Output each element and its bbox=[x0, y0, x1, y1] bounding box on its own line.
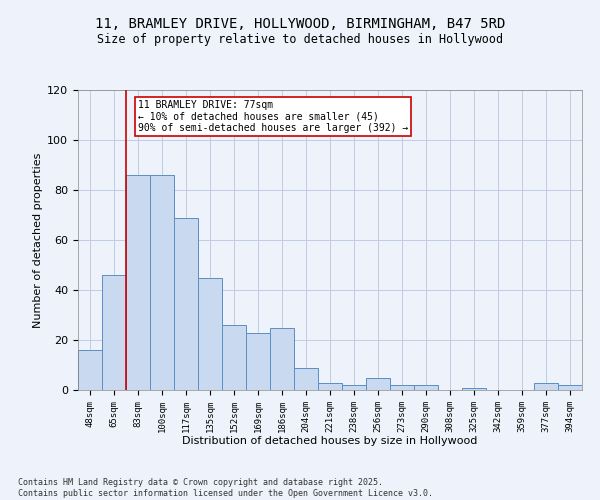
Bar bbox=[270, 328, 294, 390]
Bar bbox=[246, 332, 270, 390]
X-axis label: Distribution of detached houses by size in Hollywood: Distribution of detached houses by size … bbox=[182, 436, 478, 446]
Bar bbox=[342, 385, 366, 390]
Bar bbox=[318, 382, 342, 390]
Bar bbox=[414, 385, 438, 390]
Text: Size of property relative to detached houses in Hollywood: Size of property relative to detached ho… bbox=[97, 32, 503, 46]
Text: 11 BRAMLEY DRIVE: 77sqm
← 10% of detached houses are smaller (45)
90% of semi-de: 11 BRAMLEY DRIVE: 77sqm ← 10% of detache… bbox=[138, 100, 408, 133]
Bar bbox=[78, 350, 102, 390]
Bar bbox=[102, 275, 126, 390]
Text: 11, BRAMLEY DRIVE, HOLLYWOOD, BIRMINGHAM, B47 5RD: 11, BRAMLEY DRIVE, HOLLYWOOD, BIRMINGHAM… bbox=[95, 18, 505, 32]
Bar bbox=[150, 175, 174, 390]
Bar bbox=[174, 218, 198, 390]
Bar bbox=[294, 368, 318, 390]
Bar bbox=[198, 278, 222, 390]
Bar bbox=[462, 388, 486, 390]
Y-axis label: Number of detached properties: Number of detached properties bbox=[33, 152, 43, 328]
Bar bbox=[366, 378, 390, 390]
Bar bbox=[558, 385, 582, 390]
Bar bbox=[390, 385, 414, 390]
Text: Contains HM Land Registry data © Crown copyright and database right 2025.
Contai: Contains HM Land Registry data © Crown c… bbox=[18, 478, 433, 498]
Bar bbox=[222, 325, 246, 390]
Bar bbox=[126, 175, 150, 390]
Bar bbox=[534, 382, 558, 390]
